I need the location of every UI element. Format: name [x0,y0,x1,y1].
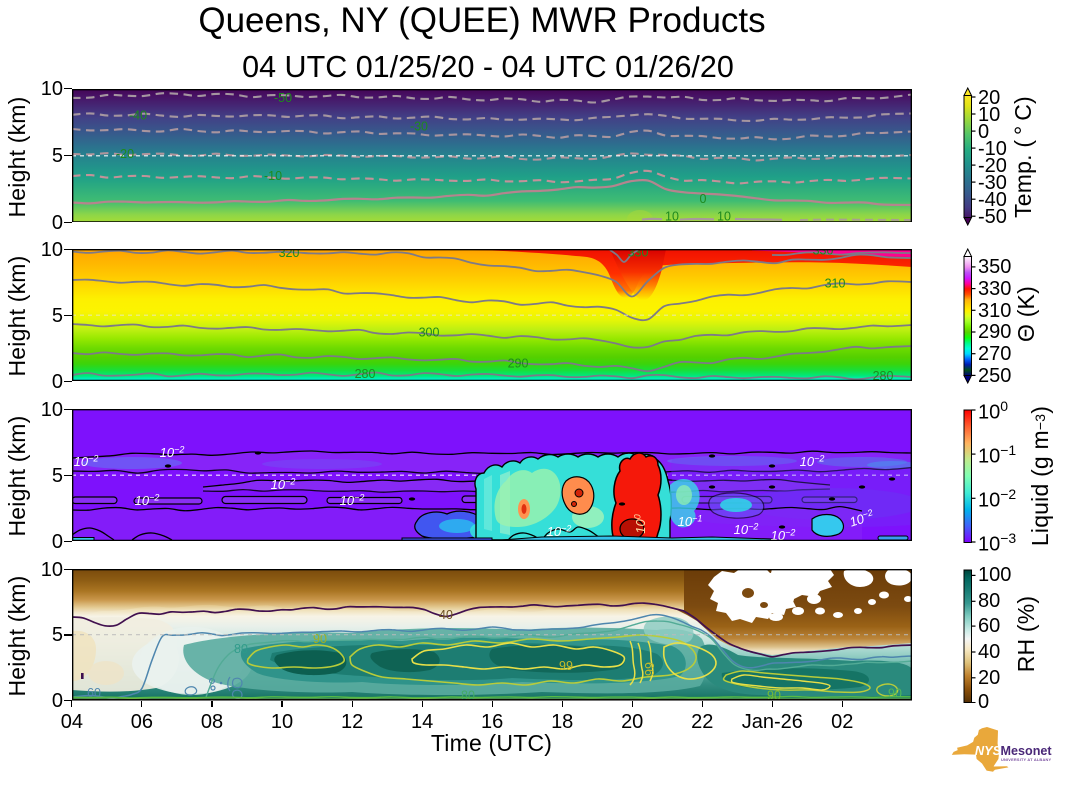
svg-text:300: 300 [419,326,440,340]
svg-text:-10: -10 [264,169,282,183]
svg-text:330: 330 [628,249,649,259]
svg-text:80: 80 [234,642,248,656]
svg-text:NYS: NYS [975,743,1002,758]
svg-text:-30: -30 [410,119,428,133]
svg-text:290: 290 [508,357,529,371]
svg-text:90: 90 [767,689,781,701]
svg-text:40: 40 [439,608,453,622]
svg-text:0: 0 [700,192,707,206]
svg-text:280: 280 [873,369,894,381]
svg-text:330: 330 [813,249,834,257]
svg-text:-20: -20 [116,146,134,160]
svg-text:99: 99 [643,662,657,676]
svg-text:-40: -40 [129,108,147,122]
svg-text:90: 90 [313,632,327,646]
svg-text:90: 90 [888,687,902,701]
svg-text:10: 10 [665,209,679,222]
svg-text:60: 60 [87,686,101,700]
svg-text:280: 280 [355,367,376,381]
svg-text:80: 80 [461,689,475,701]
svg-text:UNIVERSITY AT ALBANY: UNIVERSITY AT ALBANY [1001,757,1051,762]
svg-text:Mesonet: Mesonet [1001,744,1053,758]
svg-text:10: 10 [717,209,731,222]
svg-text:-50: -50 [274,91,292,105]
svg-text:320: 320 [279,249,300,260]
svg-text:99: 99 [559,659,573,673]
svg-text:310: 310 [825,277,846,291]
